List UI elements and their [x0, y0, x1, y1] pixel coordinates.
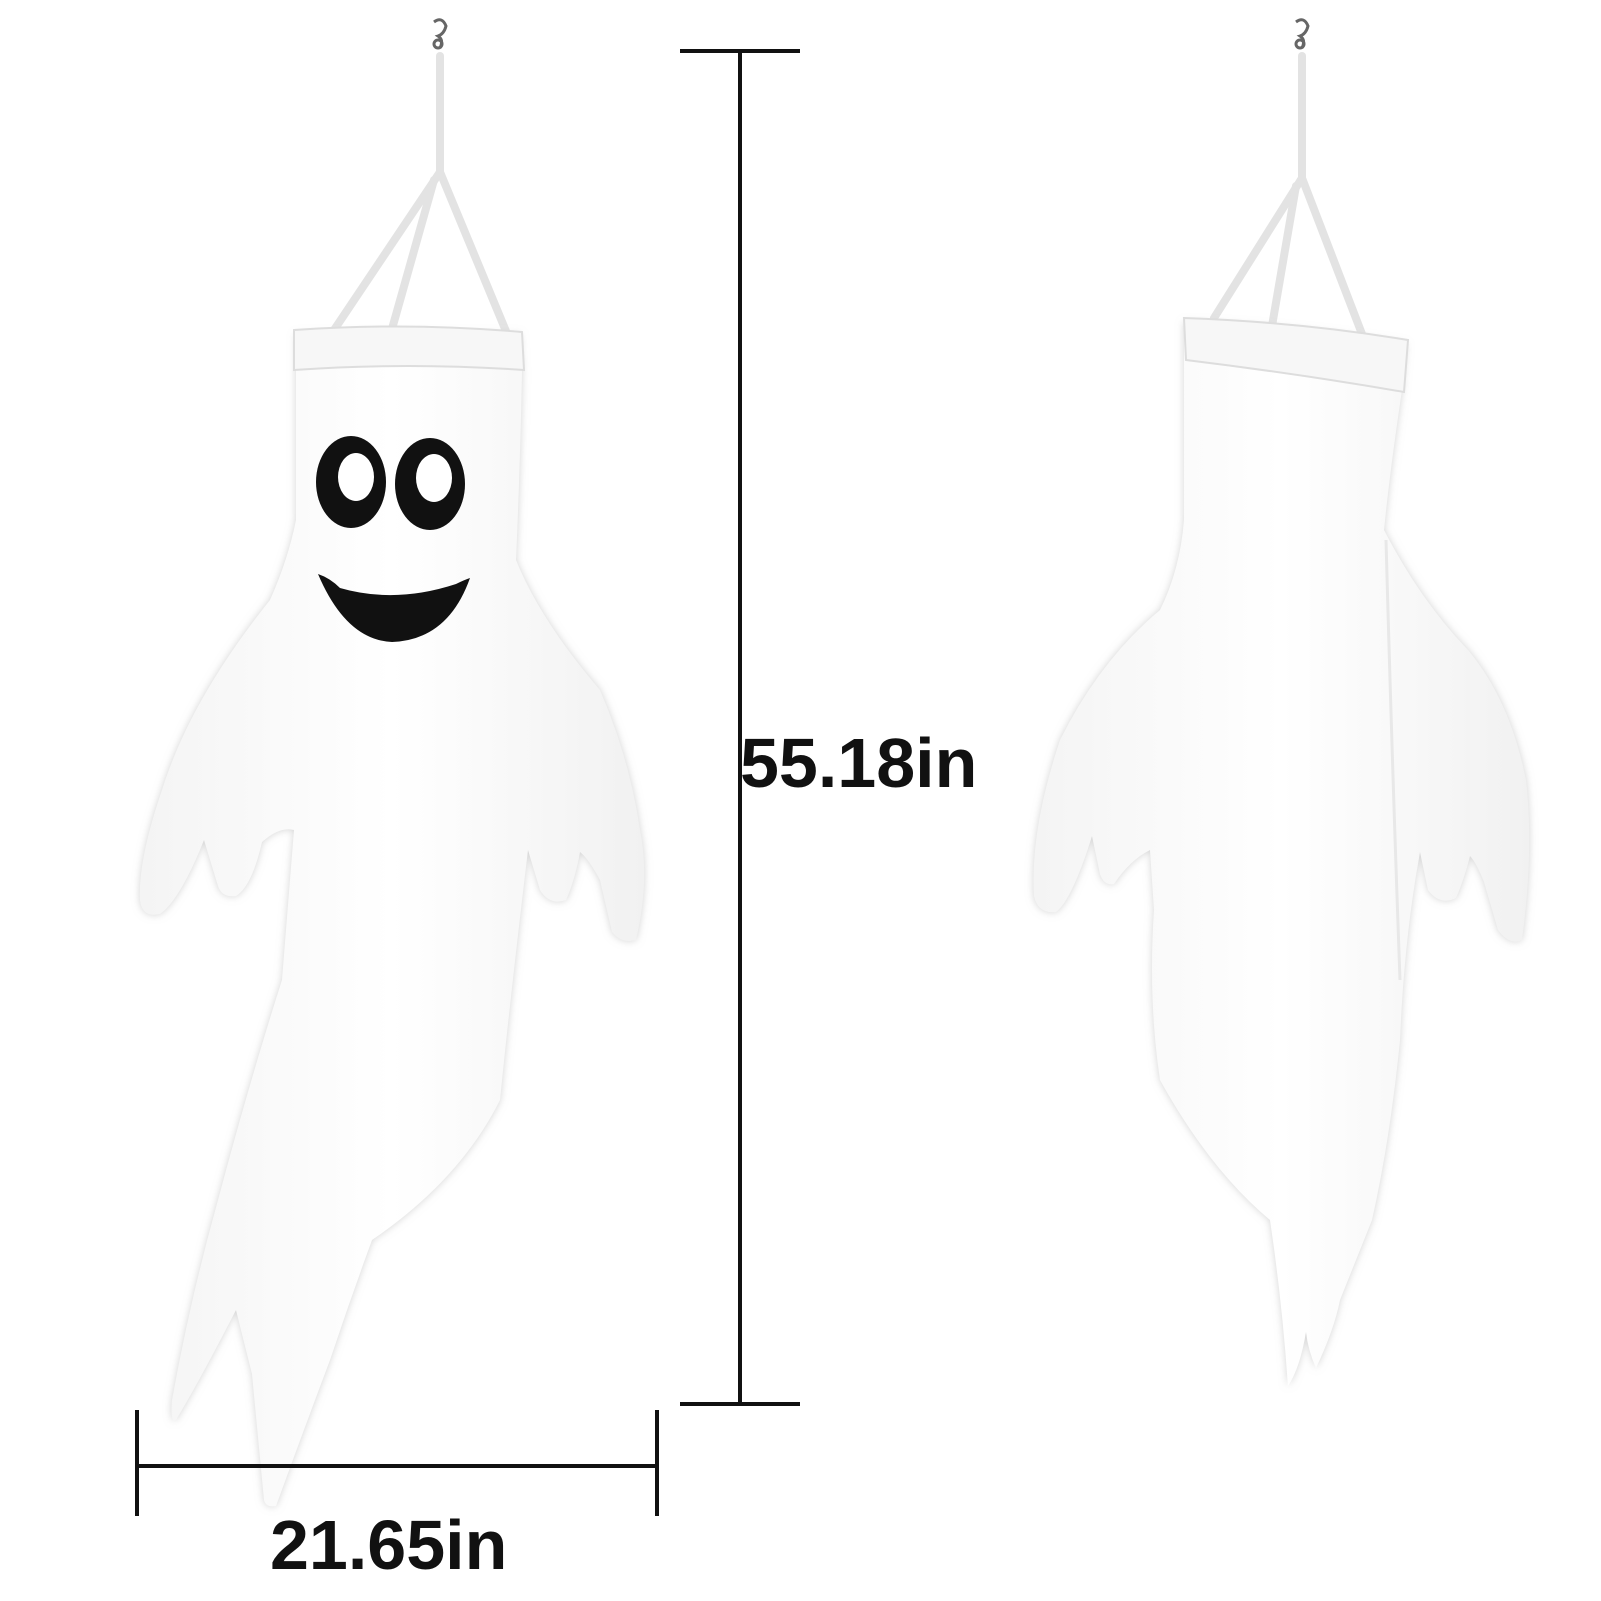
ghost-face — [316, 436, 470, 642]
width-dimension-label: 21.65in — [270, 1506, 508, 1584]
left-eye-highlight — [338, 453, 374, 501]
smile — [318, 574, 470, 642]
right-eye-highlight — [416, 454, 452, 502]
ghost-body-back — [1033, 322, 1530, 1386]
ghost-windsock-back-icon — [1033, 18, 1530, 1386]
width-measure-line — [135, 1410, 659, 1516]
height-dimension-label: 55.18in — [740, 724, 978, 802]
ghost-collar-back — [1182, 316, 1410, 394]
hanging-strap — [326, 52, 512, 340]
ghost-collar-front — [293, 325, 526, 372]
swivel-hook-icon — [432, 18, 448, 50]
ghost-body-front — [139, 334, 645, 1507]
height-measure-line — [680, 49, 800, 1406]
ghost-windsock-front-icon — [139, 18, 645, 1507]
swivel-hook-icon — [1294, 18, 1310, 50]
hanging-strap — [1210, 52, 1366, 338]
back-seam — [1384, 539, 1402, 981]
